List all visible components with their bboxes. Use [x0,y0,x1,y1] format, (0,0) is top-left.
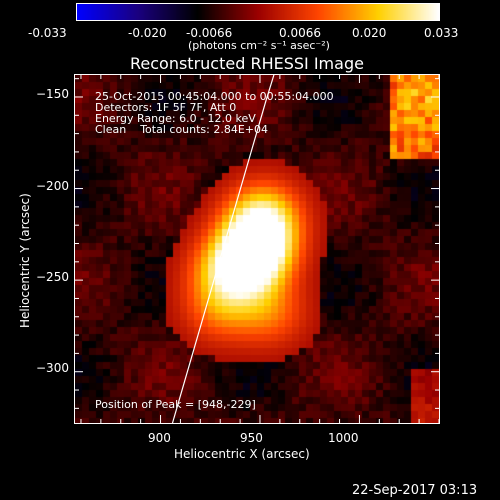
x-tick-label: 950 [240,431,263,445]
y-tick-label: −150 [36,87,69,101]
peak-position-label: Position of Peak = [948,-229] [95,398,256,411]
colorbar-tick: 0.020 [352,26,387,40]
colorbar-tick: 0.033 [424,26,459,40]
timestamp: 22-Sep-2017 03:13 [352,483,478,498]
info-clean-counts: Clean Total counts: 2.84E+04 [95,123,269,136]
y-axis-label: Heliocentric Y (arcsec) [18,193,32,328]
colorbar-tick: -0.033 [28,26,67,40]
x-axis-label: Heliocentric X (arcsec) [174,447,310,461]
info-detectors: Detectors: 1F 5F 7F, Att 0 [95,101,237,114]
x-tick-label: 900 [148,431,171,445]
plot-title: Reconstructed RHESSI Image [130,54,364,73]
solar-limb-line [171,75,275,423]
y-tick-label: −250 [36,270,69,284]
colorbar-unit-label: (photons cm⁻² s⁻¹ asec⁻²) [188,39,330,52]
y-tick-label: −300 [36,361,69,375]
x-tick-label: 1000 [328,431,359,445]
y-tick-label: −200 [36,179,69,193]
colorbar-tick: -0.020 [128,26,167,40]
colorbar-tick: -0.0066 [186,26,233,40]
colorbar [76,3,440,21]
limb-overlay [171,75,275,423]
colorbar-tick: 0.0066 [279,26,321,40]
plot-area: 25-Oct-2015 00:45:04.000 to 00:55:04.000… [74,74,440,424]
info-time-range: 25-Oct-2015 00:45:04.000 to 00:55:04.000 [95,90,334,103]
info-energy-range: Energy Range: 6.0 - 12.0 keV [95,112,256,125]
